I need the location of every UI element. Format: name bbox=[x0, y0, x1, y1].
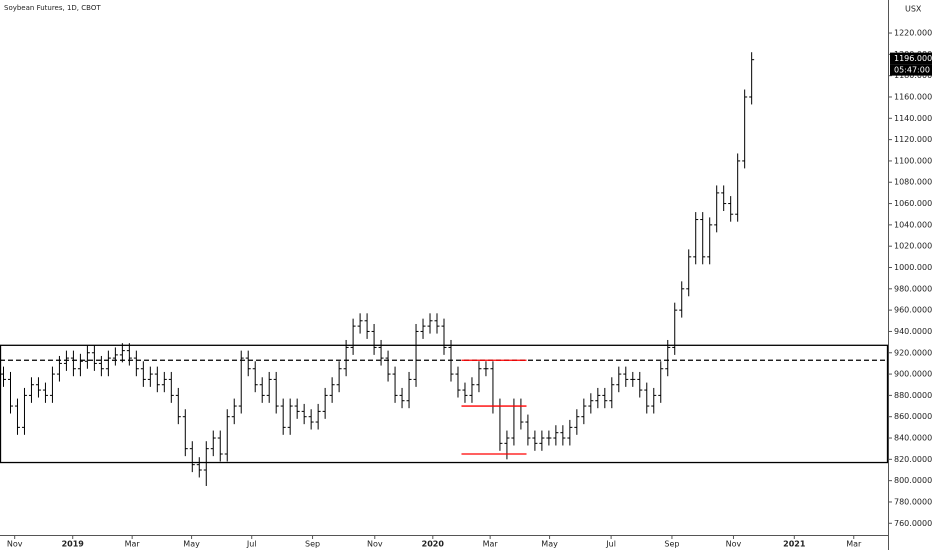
x-tick-label: Mar bbox=[483, 540, 499, 549]
x-tick-label: Jul bbox=[605, 540, 616, 549]
y-tick-label: 940.0000 bbox=[894, 327, 932, 336]
x-tick-label: Sep bbox=[305, 540, 320, 549]
x-tick-label: 2020 bbox=[422, 540, 445, 549]
y-tick-label: 1220.0000 bbox=[894, 29, 932, 38]
y-tick-label: 1000.0000 bbox=[894, 263, 932, 272]
x-tick-label: May bbox=[541, 540, 558, 549]
y-tick-label: 1040.0000 bbox=[894, 220, 932, 229]
y-tick-label: 980.0000 bbox=[894, 284, 932, 293]
currency-label: USX bbox=[905, 5, 922, 14]
y-tick-label: 1120.0000 bbox=[894, 135, 932, 144]
y-tick-label: 1100.0000 bbox=[894, 156, 932, 165]
y-tick-label: 1080.0000 bbox=[894, 178, 932, 187]
y-tick-label: 1020.0000 bbox=[894, 242, 932, 251]
x-tick-label: May bbox=[183, 540, 200, 549]
last-price-label: 1196.0000 bbox=[894, 54, 932, 63]
y-tick-label: 880.0000 bbox=[894, 391, 932, 400]
countdown-label: 05:47:00 bbox=[894, 66, 930, 75]
y-tick-label: 800.0000 bbox=[894, 476, 932, 485]
y-tick-label: 1060.0000 bbox=[894, 199, 932, 208]
x-tick-label: Nov bbox=[7, 540, 23, 549]
y-tick-label: 1140.0000 bbox=[894, 114, 932, 123]
y-tick-label: 900.0000 bbox=[894, 370, 932, 379]
y-tick-label: 840.0000 bbox=[894, 434, 932, 443]
chart-title: Soybean Futures, 1D, CBOT bbox=[4, 4, 101, 12]
y-tick-label: 1180.0000 bbox=[894, 71, 932, 80]
y-tick-label: 860.0000 bbox=[894, 412, 932, 421]
y-tick-label: 780.0000 bbox=[894, 497, 932, 506]
x-tick-label: Jul bbox=[246, 540, 257, 549]
x-tick-label: 2021 bbox=[783, 540, 806, 549]
y-tick-label: 920.0000 bbox=[894, 348, 932, 357]
x-tick-label: 2019 bbox=[62, 540, 85, 549]
y-tick-label: 960.0000 bbox=[894, 306, 932, 315]
countdown-box bbox=[890, 64, 932, 76]
range-box bbox=[0, 344, 889, 464]
y-tick-label: 1160.0000 bbox=[894, 92, 932, 101]
last-price-box bbox=[890, 52, 932, 65]
x-tick-label: Sep bbox=[664, 540, 679, 549]
x-tick-label: Nov bbox=[367, 540, 383, 549]
x-tick-label: Nov bbox=[726, 540, 742, 549]
currency-box bbox=[903, 3, 923, 14]
x-tick-label: Mar bbox=[125, 540, 141, 549]
y-tick-label: 760.0000 bbox=[894, 519, 932, 528]
y-tick-label: 820.0000 bbox=[894, 455, 932, 464]
x-tick-label: Mar bbox=[846, 540, 862, 549]
